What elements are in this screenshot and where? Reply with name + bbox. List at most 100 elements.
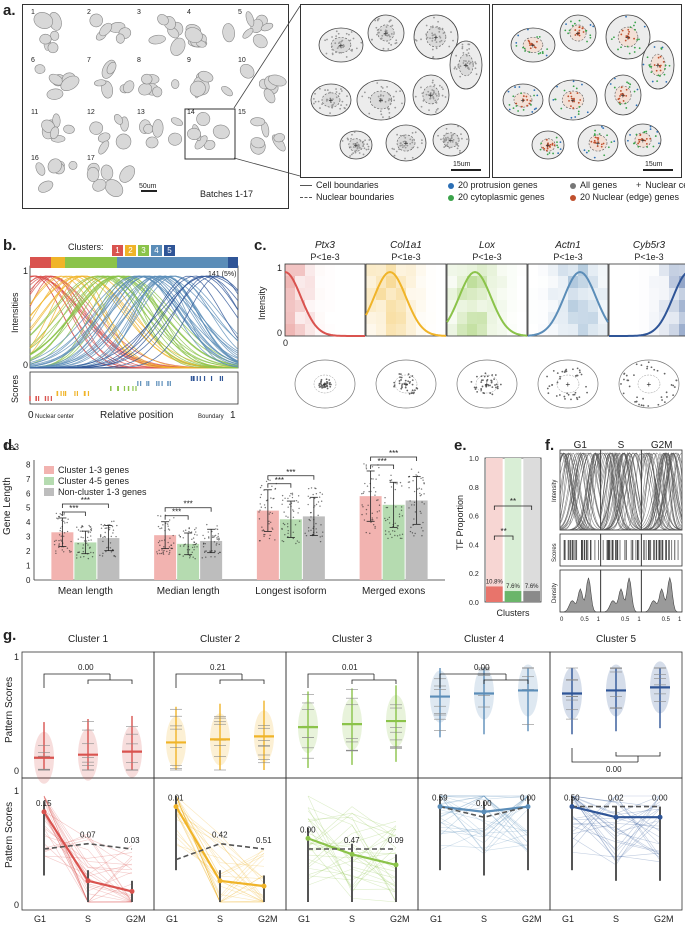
transcript-dot — [638, 140, 641, 143]
transcript-dot — [663, 401, 666, 404]
data-point — [63, 512, 65, 514]
data-point — [63, 535, 65, 538]
data-point — [365, 466, 367, 468]
transcript-dot — [432, 79, 434, 82]
y-tick: 0.0 — [469, 600, 479, 607]
transcript-dot — [473, 386, 476, 389]
data-point — [259, 509, 261, 511]
gene-pvalue: P<1e-3 — [391, 252, 420, 262]
batch-cell — [86, 167, 100, 182]
data-point — [287, 506, 289, 508]
data-point — [390, 479, 393, 481]
heatmap-cell — [396, 300, 406, 312]
sig-bracket — [370, 464, 395, 469]
transcript-dot — [385, 26, 388, 28]
legend-item: Nuclear boundaries — [300, 192, 394, 202]
data-point — [281, 527, 283, 530]
data-point — [305, 534, 308, 537]
transcript-dot — [581, 83, 583, 86]
transcript-dot — [538, 36, 541, 38]
transcript-dot — [332, 98, 334, 100]
intensity-curves: 270 (10%)188 (7%)690 (25%)1436 (53%)141 … — [10, 261, 239, 421]
data-point — [218, 537, 220, 539]
data-point — [108, 528, 111, 531]
bottom-pvalue: 0.47 — [344, 836, 360, 845]
batch-number: 10 — [238, 57, 246, 64]
transcript-dot — [620, 46, 622, 49]
data-point — [419, 495, 422, 497]
panel-label-f: f. — [545, 437, 555, 454]
data-point — [378, 474, 380, 476]
transcript-dot — [593, 156, 596, 159]
data-point — [298, 520, 301, 522]
transcript-dot — [456, 147, 459, 150]
transcript-dot — [508, 103, 511, 106]
transcript-dot — [651, 80, 654, 83]
nuclear-center-mark: + — [531, 41, 536, 50]
heatmap-cell — [558, 312, 568, 324]
x-tick: G2M — [654, 914, 674, 924]
data-point — [395, 506, 397, 508]
data-point — [292, 537, 294, 540]
x-tick: G2M — [258, 914, 278, 924]
transcript-dot — [574, 29, 577, 31]
data-point — [361, 513, 363, 516]
data-point — [259, 486, 262, 489]
proportion-segment — [227, 257, 238, 268]
transcript-dot — [406, 144, 409, 147]
data-point — [172, 534, 174, 537]
heatmap-cell — [679, 288, 685, 300]
transcript-dot — [625, 107, 628, 109]
transcript-dot — [330, 101, 332, 104]
heatmap-cell — [396, 264, 406, 276]
data-point — [102, 552, 104, 555]
transcript-dot — [403, 134, 405, 137]
trajectory-line — [439, 795, 529, 852]
trajectory-line — [440, 795, 529, 844]
heatmap-cell — [396, 276, 406, 288]
transcript-dot — [610, 38, 613, 41]
heatmap-cell — [477, 312, 487, 324]
data-point — [394, 534, 396, 537]
data-point — [111, 525, 114, 528]
data-point — [162, 553, 165, 555]
heatmap-cell — [548, 276, 558, 288]
transcript-dot — [345, 32, 348, 35]
data-point — [206, 523, 208, 526]
transcript-dot — [635, 363, 638, 366]
intensity-curve — [641, 452, 683, 529]
data-point — [362, 506, 364, 508]
transcript-dot — [650, 65, 653, 68]
data-point — [410, 468, 413, 470]
data-point — [202, 534, 204, 537]
transcript-dot — [508, 108, 511, 111]
transcript-dot — [480, 388, 483, 390]
transcript-dot — [534, 46, 537, 49]
trajectory-line — [175, 800, 265, 903]
transcript-dot — [556, 372, 559, 374]
gene-patterns: Intensity10Ptx3P<1e-30+Col1a1P<1e-3+LoxP… — [257, 240, 685, 409]
gene-name: Lox — [479, 240, 496, 251]
y-axis-label-top: Pattern Scores — [4, 677, 15, 743]
sig-stars: *** — [377, 457, 386, 466]
data-point — [292, 509, 294, 511]
data-point — [60, 539, 62, 541]
data-point — [211, 550, 213, 552]
data-point — [263, 504, 266, 506]
trajectory-line — [571, 795, 661, 808]
data-point — [55, 550, 57, 552]
transcript-dot — [650, 71, 653, 74]
transcript-dot — [570, 20, 572, 23]
data-point — [401, 515, 404, 517]
transcript-dot — [559, 375, 561, 378]
trajectory-line — [307, 795, 397, 837]
bottom-pvalue: 0.59 — [432, 794, 448, 803]
data-point — [87, 531, 90, 534]
batch-cell — [47, 158, 62, 174]
heatmap-cell — [366, 264, 376, 276]
transcript-dot — [367, 148, 370, 151]
transcript-dot — [433, 16, 435, 19]
axis-unit: 1e3 — [4, 442, 19, 452]
